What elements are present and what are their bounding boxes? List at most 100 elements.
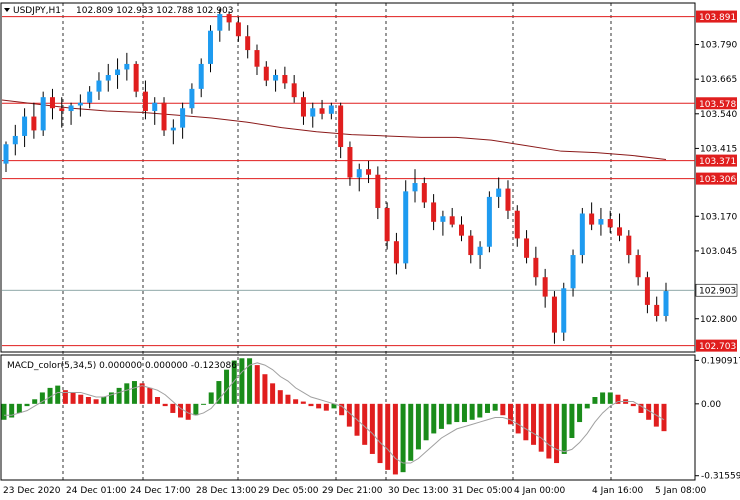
- candle-body: [338, 105, 344, 148]
- macd-bar: [270, 383, 276, 404]
- macd-bar: [124, 383, 130, 404]
- macd-bar: [32, 399, 38, 404]
- macd-y-tick-label: -0.315595: [701, 472, 740, 482]
- candle-body: [524, 238, 530, 258]
- macd-bar: [577, 403, 583, 423]
- price-axis: 103.790 103.665 103.540 103.415 103.170 103.0…: [695, 10, 740, 482]
- macd-bar: [1, 403, 7, 420]
- candle-body: [291, 83, 297, 98]
- current-price-label: 102.903: [699, 287, 736, 297]
- macd-bar: [339, 403, 345, 416]
- candle-body: [77, 102, 83, 106]
- macd-bar: [170, 403, 176, 413]
- candle-body: [3, 144, 9, 164]
- macd-bar: [369, 403, 375, 454]
- candle-body: [226, 14, 232, 23]
- x-tick-label: 24 Dec 17:00: [130, 486, 191, 496]
- macd-bar: [454, 403, 460, 423]
- macd-bar: [39, 392, 45, 404]
- candle-body: [542, 277, 548, 297]
- macd-bar: [101, 397, 107, 404]
- candle-body: [356, 169, 362, 178]
- macd-bar: [308, 403, 314, 407]
- macd-bar: [584, 403, 590, 409]
- horizontal-levels: [2, 16, 695, 347]
- candle-body: [663, 291, 669, 316]
- macd-bar: [139, 383, 145, 404]
- candle-body: [486, 196, 492, 247]
- level-tag: [696, 97, 737, 110]
- level-tag: [696, 154, 737, 167]
- macd-bar: [446, 403, 452, 425]
- level-tag: [696, 339, 737, 352]
- macd-bar: [385, 403, 391, 470]
- candle-body: [644, 277, 650, 305]
- candle-body: [40, 97, 46, 131]
- macd-bar: [600, 392, 606, 404]
- macd-bar: [323, 403, 329, 411]
- macd-y-tick-label: 0.190917: [701, 356, 740, 366]
- candle-body: [505, 188, 511, 211]
- candle-body: [22, 116, 28, 136]
- macd-bar: [346, 403, 352, 427]
- level-tag-label: 102.703: [699, 342, 736, 352]
- macd-bar: [131, 381, 137, 404]
- macd-bar: [531, 403, 537, 445]
- macd-bar: [262, 374, 268, 404]
- candle-body: [440, 216, 446, 222]
- macd-title: MACD_color(5,34,5) 0.000000 0.000000 -0.…: [7, 361, 237, 371]
- x-tick-label: 29 Dec 21:00: [322, 486, 383, 496]
- macd-y-tick-label: 0.00: [701, 400, 721, 410]
- candle-body: [180, 108, 186, 128]
- macd-bar: [362, 403, 368, 445]
- candle-body: [105, 75, 111, 81]
- macd-bar: [392, 403, 398, 475]
- macd-bar: [438, 403, 444, 429]
- candle-body: [514, 210, 520, 239]
- macd-bar: [285, 394, 291, 404]
- candle-body: [133, 63, 139, 92]
- macd-bar: [162, 403, 168, 407]
- macd-bar: [561, 403, 567, 454]
- candle-body: [635, 255, 641, 278]
- candle-body: [59, 108, 65, 112]
- candle-body: [551, 296, 557, 333]
- candle-body: [189, 88, 195, 109]
- candle-body: [607, 219, 613, 228]
- candle-body: [458, 224, 464, 236]
- macd-bar: [423, 403, 429, 441]
- macd-bar: [247, 358, 253, 404]
- x-tick-label: 5 Jan 08:00: [655, 486, 707, 496]
- candle-body: [328, 105, 334, 114]
- macd-bar: [239, 358, 245, 404]
- candle-body: [654, 304, 660, 316]
- macd-bar: [293, 399, 299, 404]
- candle-body: [273, 75, 279, 81]
- candle-body: [496, 188, 502, 197]
- macd-bar: [569, 403, 575, 438]
- candle-body: [431, 202, 437, 222]
- macd-histogram: [1, 358, 667, 475]
- candle-body: [217, 14, 223, 31]
- x-tick-label: 4 Jan 00:00: [514, 486, 566, 496]
- y-tick-label: 103.790: [700, 41, 737, 51]
- macd-bar: [85, 397, 91, 404]
- candle-body: [589, 213, 595, 225]
- candle-body: [310, 108, 316, 117]
- candle-body: [68, 105, 74, 112]
- moving-average-line: [1, 99, 667, 160]
- level-tag: [696, 172, 737, 185]
- macd-bar: [185, 403, 191, 420]
- macd-bar: [55, 385, 61, 404]
- candle-body: [31, 116, 37, 131]
- candle-body: [626, 235, 632, 256]
- macd-bar: [208, 392, 214, 404]
- macd-bar: [400, 403, 406, 473]
- macd-bar: [47, 387, 53, 404]
- candle-body: [208, 30, 214, 64]
- macd-bar: [377, 403, 383, 464]
- macd-bar: [415, 403, 421, 450]
- dropdown-triangle-icon[interactable]: [4, 8, 10, 12]
- candle-body: [170, 127, 176, 131]
